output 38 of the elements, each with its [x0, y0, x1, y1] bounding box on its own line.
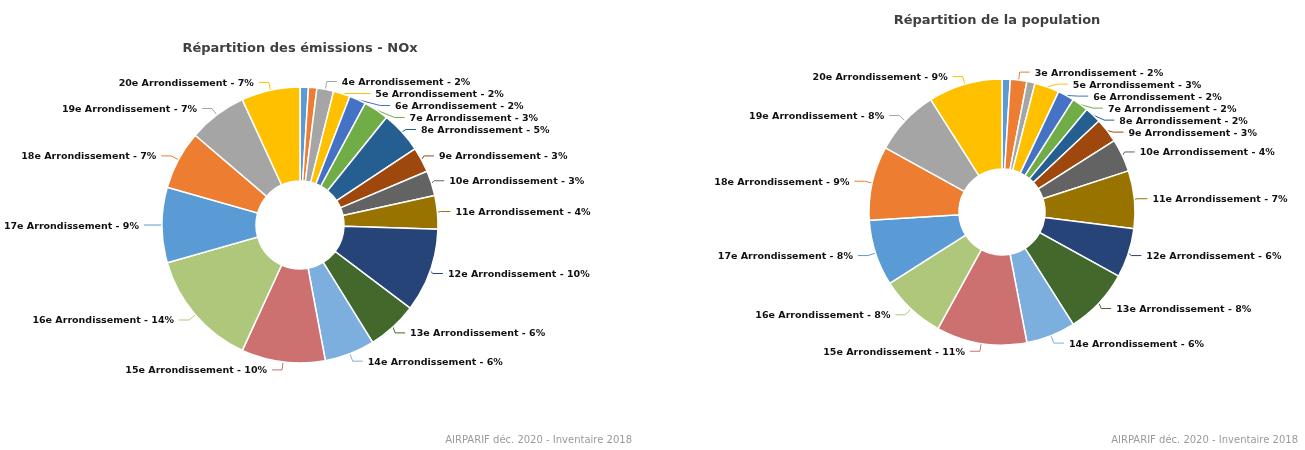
slice-label: 16e Arrondissement - 8%	[755, 309, 891, 321]
slice-label: 20e Arrondissement - 9%	[812, 71, 949, 83]
slice-label: 13e Arrondissement - 6%	[410, 327, 546, 339]
slice-label: 3e Arrondissement - 2%	[1034, 66, 1164, 78]
chart-title: Répartition des émissions - NOx	[182, 40, 419, 55]
slice-label: 17e Arrondissement - 9%	[3, 219, 140, 231]
slice-label: 15e Arrondissement - 10%	[125, 364, 268, 376]
slice-label: 7e Arrondissement - 3%	[409, 111, 539, 123]
slice-label: 13e Arrondissement - 8%	[1116, 303, 1252, 315]
slice-label: 19e Arrondissement - 8%	[749, 109, 885, 121]
slice-label: 14e Arrondissement - 6%	[1068, 337, 1205, 349]
slice-label: 12e Arrondissement - 6%	[1146, 250, 1282, 262]
slice-label: 10e Arrondissement - 3%	[449, 175, 585, 187]
slice-label: 19e Arrondissement - 7%	[61, 102, 198, 114]
slice-label: 6e Arrondissement - 2%	[395, 99, 525, 111]
chart-title: Répartition de la population	[893, 12, 1101, 27]
slice-label: 11e Arrondissement - 4%	[455, 206, 591, 218]
slice-label: 4e Arrondissement - 2%	[341, 75, 471, 87]
slice-label: 8e Arrondissement - 2%	[1119, 114, 1249, 126]
text: AIRPARIF déc. 2020 - Inventaire 2018	[1111, 433, 1298, 445]
slice-label: 18e Arrondissement - 9%	[714, 175, 850, 187]
slice-label: 7e Arrondissement - 2%	[1107, 102, 1237, 114]
slice-label: 20e Arrondissement - 7%	[118, 76, 255, 88]
slice-label: 10e Arrondissement - 4%	[1139, 146, 1276, 158]
text: AIRPARIF déc. 2020 - Inventaire 2018	[445, 433, 632, 445]
slice-label: 12e Arrondissement - 10%	[447, 268, 591, 280]
slice-label: 9e Arrondissement - 3%	[1128, 126, 1258, 138]
slice-label: 15e Arrondissement - 11%	[823, 345, 966, 357]
slice-label: 8e Arrondissement - 5%	[421, 123, 550, 135]
slice-label: 6e Arrondissement - 2%	[1093, 90, 1223, 102]
slice-label: 5e Arrondissement - 2%	[375, 87, 505, 99]
slice-label: 9e Arrondissement - 3%	[438, 150, 568, 162]
slice-label: 17e Arrondissement - 8%	[717, 250, 854, 262]
slice-label: 5e Arrondissement - 3%	[1072, 78, 1202, 90]
slice-label: 14e Arrondissement - 6%	[367, 355, 504, 367]
slice-label: 16e Arrondissement - 14%	[32, 314, 175, 326]
slice-label: 18e Arrondissement - 7%	[21, 150, 157, 162]
slice-label: 11e Arrondissement - 7%	[1152, 193, 1288, 205]
